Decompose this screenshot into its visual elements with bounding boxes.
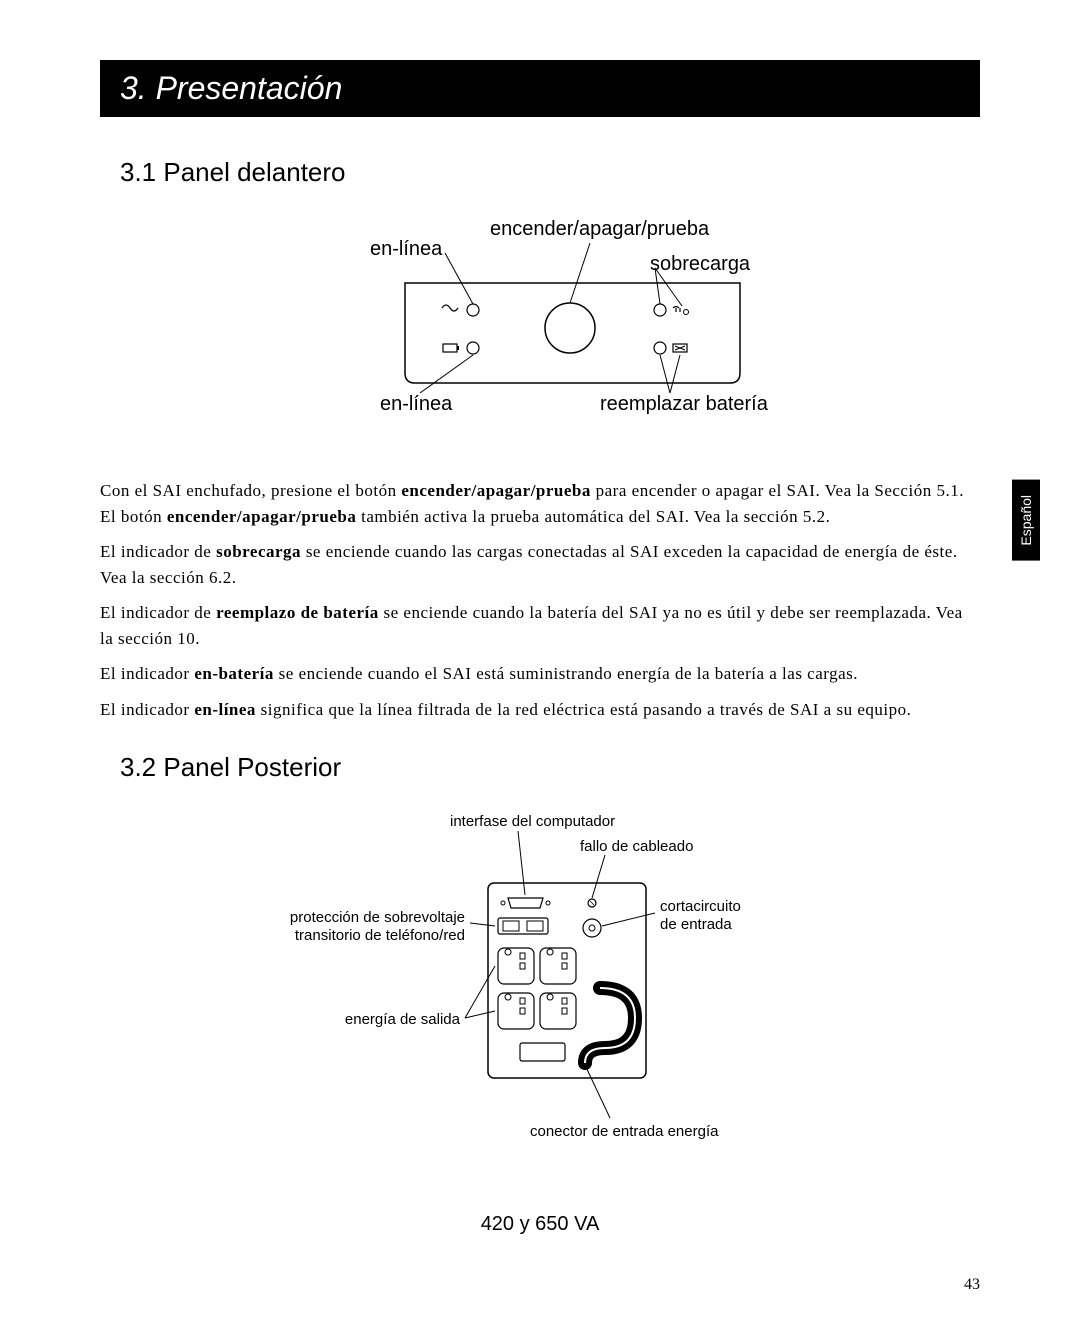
t: Con el SAI enchufado, presione el botón (100, 481, 401, 500)
para-5: El indicador en-línea significa que la l… (100, 697, 980, 723)
t: en-batería (194, 664, 274, 683)
t: reemplazo de batería (216, 603, 379, 622)
rear-panel-caption: 420 y 650 VA (100, 1213, 980, 1236)
t: también activa la prueba automática del … (356, 507, 830, 526)
section-3-2-heading: 3.2 Panel Posterior (120, 752, 980, 783)
t: sobrecarga (216, 542, 301, 561)
para-3: El indicador de reemplazo de batería se … (100, 600, 980, 651)
para-4: El indicador en-batería se enciende cuan… (100, 661, 980, 687)
t: encender/apagar/prueba (401, 481, 591, 500)
rear-panel-svg (100, 813, 980, 1183)
t: se enciende cuando el SAI está suministr… (274, 664, 858, 683)
chapter-title-bar: 3. Presentación (100, 60, 980, 117)
front-panel-diagram: encender/apagar/prueba en-línea sobrecar… (100, 218, 980, 448)
section-3-1-heading: 3.1 Panel delantero (120, 157, 980, 188)
page-number: 43 (964, 1276, 980, 1294)
para-1: Con el SAI enchufado, presione el botón … (100, 478, 980, 529)
t: El indicador de (100, 542, 216, 561)
language-tab: Español (1012, 480, 1040, 561)
para-2: El indicador de sobrecarga se enciende c… (100, 539, 980, 590)
t: El indicador (100, 664, 194, 683)
front-panel-svg (100, 218, 980, 448)
t: El indicador de (100, 603, 216, 622)
t: encender/apagar/prueba (167, 507, 357, 526)
t: El indicador (100, 700, 194, 719)
t: en-línea (194, 700, 256, 719)
rear-panel-diagram: interfase del computador fallo de cablea… (100, 813, 980, 1183)
t: significa que la línea filtrada de la re… (256, 700, 911, 719)
